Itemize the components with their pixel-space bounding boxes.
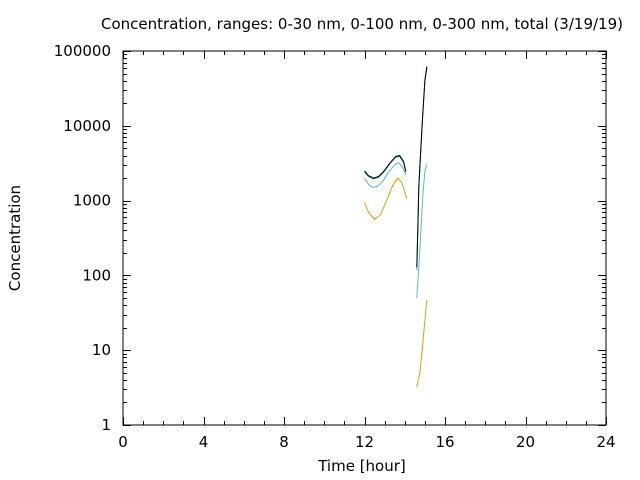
- x-tick-label: 24: [596, 433, 615, 451]
- plot-border: [122, 50, 607, 426]
- chart-title: Concentration, ranges: 0-30 nm, 0-100 nm…: [101, 15, 623, 33]
- x-tick-label: 8: [279, 433, 289, 451]
- x-axis: 0 4 8 12 16 20 24: [118, 51, 616, 451]
- series-2-line: [416, 164, 428, 298]
- series-4-line: [416, 66, 428, 267]
- series-3-line: [364, 155, 407, 180]
- x-axis-title: Time [hour]: [317, 457, 406, 475]
- y-tick-label: 1: [101, 416, 111, 434]
- y-axis: 1 10 100 1000 10000 100000: [54, 42, 606, 434]
- x-tick-label: 4: [199, 433, 209, 451]
- series-1-line: [364, 177, 408, 221]
- y-tick-label: 10: [92, 341, 111, 359]
- y-tick-label: 10000: [63, 117, 111, 135]
- y-axis-title: Concentration: [6, 185, 24, 291]
- x-tick-label: 12: [355, 433, 374, 451]
- series-4-line: [364, 155, 407, 179]
- series-1-line: [416, 299, 428, 388]
- y-tick-label: 1000: [73, 192, 111, 210]
- y-tick-label: 100000: [54, 42, 111, 60]
- x-tick-label: 20: [516, 433, 535, 451]
- y-tick-label: 100: [82, 266, 111, 284]
- series-layer: [364, 66, 428, 388]
- x-tick-label: 16: [435, 433, 454, 451]
- series-2-line: [364, 162, 407, 188]
- x-tick-label: 0: [118, 433, 128, 451]
- plot-frame: [122, 50, 607, 426]
